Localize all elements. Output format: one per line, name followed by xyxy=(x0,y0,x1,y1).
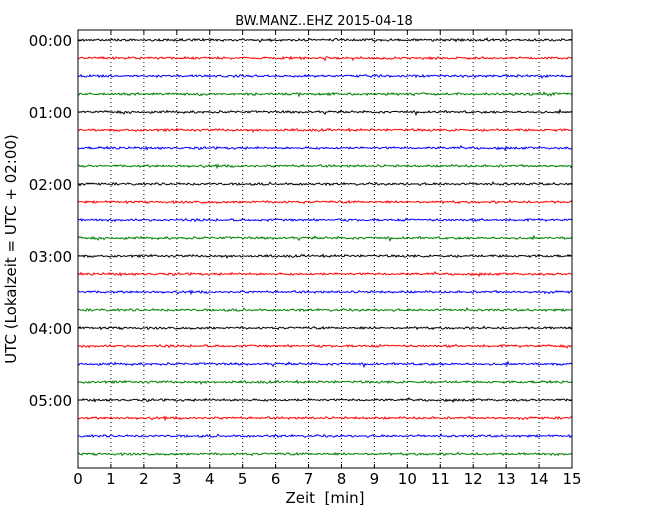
trace-line xyxy=(77,234,573,243)
trace-line xyxy=(77,217,573,223)
y-tick-label: 04:00 xyxy=(29,320,72,338)
y-axis-label: UTC (Lokalzeit = UTC + 02:00) xyxy=(2,134,20,364)
trace-line xyxy=(77,73,573,79)
trace-line xyxy=(77,108,573,117)
x-tick-label: 12 xyxy=(464,470,483,488)
x-tick-label: 0 xyxy=(73,470,83,488)
grid-lines xyxy=(110,30,540,468)
trace-line xyxy=(77,360,573,369)
trace-line xyxy=(77,343,573,349)
x-tick-label: 15 xyxy=(562,470,581,488)
trace-line xyxy=(77,270,573,278)
trace-line xyxy=(77,127,573,133)
trace-line xyxy=(77,55,573,62)
trace-line xyxy=(77,37,573,43)
x-tick-label: 4 xyxy=(205,470,215,488)
tick-marks xyxy=(77,30,573,468)
y-tick-label: 05:00 xyxy=(29,392,72,410)
trace-line xyxy=(77,289,573,296)
x-tick-label: 7 xyxy=(304,470,314,488)
trace-line xyxy=(77,432,573,439)
trace-line xyxy=(77,91,573,98)
x-tick-label: 1 xyxy=(106,470,116,488)
x-tick-label: 13 xyxy=(497,470,516,488)
x-tick-label: 8 xyxy=(337,470,347,488)
trace-line xyxy=(77,144,573,152)
x-tick-label: 14 xyxy=(530,470,549,488)
trace-line xyxy=(77,163,573,170)
trace-line xyxy=(77,180,573,187)
x-tick-label: 10 xyxy=(398,470,417,488)
y-tick-label: 00:00 xyxy=(29,32,72,50)
trace-line xyxy=(77,379,573,385)
x-tick-label: 6 xyxy=(271,470,281,488)
trace-line xyxy=(77,199,573,205)
plot-frame xyxy=(77,29,573,469)
trace-line xyxy=(77,253,573,259)
y-tick-label: 02:00 xyxy=(29,176,72,194)
trace-line xyxy=(77,396,573,404)
y-tick-label: 03:00 xyxy=(29,248,72,266)
x-tick-label: 2 xyxy=(139,470,149,488)
y-tick-label: 01:00 xyxy=(29,104,72,122)
x-tick-label: 3 xyxy=(172,470,182,488)
x-tick-label: 11 xyxy=(431,470,450,488)
trace-line xyxy=(77,325,573,331)
chart-title: BW.MANZ..EHZ 2015-04-18 xyxy=(235,14,413,29)
trace-line xyxy=(77,306,573,313)
trace-line xyxy=(77,451,573,457)
x-tick-label: 5 xyxy=(238,470,248,488)
x-tick-labels: 0 1 2 3 4 5 6 7 8 9 10 11 12 13 14 15 xyxy=(73,470,581,488)
x-axis-label: Zeit [min] xyxy=(285,489,364,507)
x-tick-label: 9 xyxy=(370,470,380,488)
trace-line xyxy=(77,415,573,422)
traces xyxy=(77,37,573,457)
y-tick-labels: 00:00 01:00 02:00 03:00 04:00 05:00 xyxy=(29,32,72,410)
